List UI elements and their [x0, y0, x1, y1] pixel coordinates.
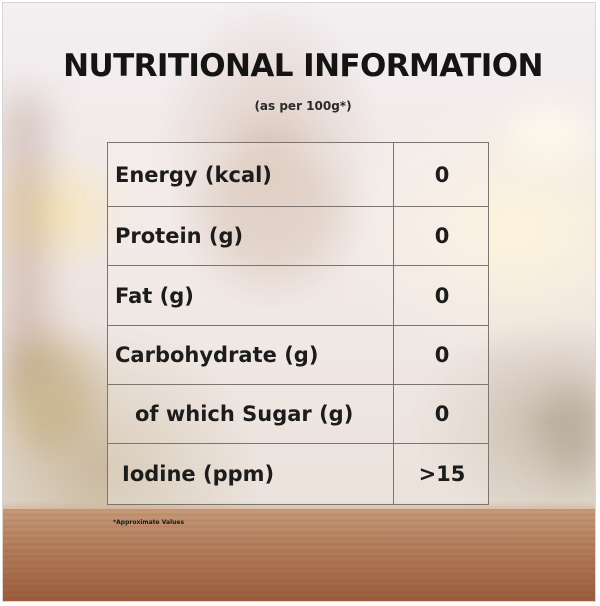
- row-value: 0: [434, 343, 450, 367]
- row-label: Protein (g): [115, 224, 244, 248]
- row-label: Energy (kcal): [115, 162, 272, 187]
- row-label: of which Sugar (g): [135, 402, 354, 426]
- page-title: NUTRITIONAL INFORMATION: [63, 48, 543, 84]
- page-subtitle: (as per 100g*): [254, 99, 352, 113]
- row-label: Carbohydrate (g): [115, 343, 319, 367]
- row-value: 0: [434, 162, 450, 187]
- row-label: Iodine (ppm): [122, 462, 275, 486]
- row-value: 0: [434, 402, 450, 426]
- row-value: 0: [434, 224, 450, 248]
- nutrition-table: Energy (kcal) 0 Protein (g) 0 Fat (g) 0 …: [107, 142, 489, 505]
- table-row: Iodine (ppm) >15: [108, 444, 488, 504]
- footnote: *Approximate Values: [113, 519, 185, 526]
- row-value: >15: [418, 462, 466, 486]
- table-row: Protein (g) 0: [108, 207, 488, 266]
- table-row: Carbohydrate (g) 0: [108, 326, 488, 385]
- wooden-counter: [3, 509, 595, 601]
- row-label: Fat (g): [115, 283, 194, 308]
- table-row: Energy (kcal) 0: [108, 143, 488, 207]
- column-divider: [393, 143, 394, 504]
- row-value: 0: [434, 283, 450, 308]
- table-row: Fat (g) 0: [108, 266, 488, 326]
- table-row: of which Sugar (g) 0: [108, 385, 488, 444]
- counter-edge: [3, 501, 595, 511]
